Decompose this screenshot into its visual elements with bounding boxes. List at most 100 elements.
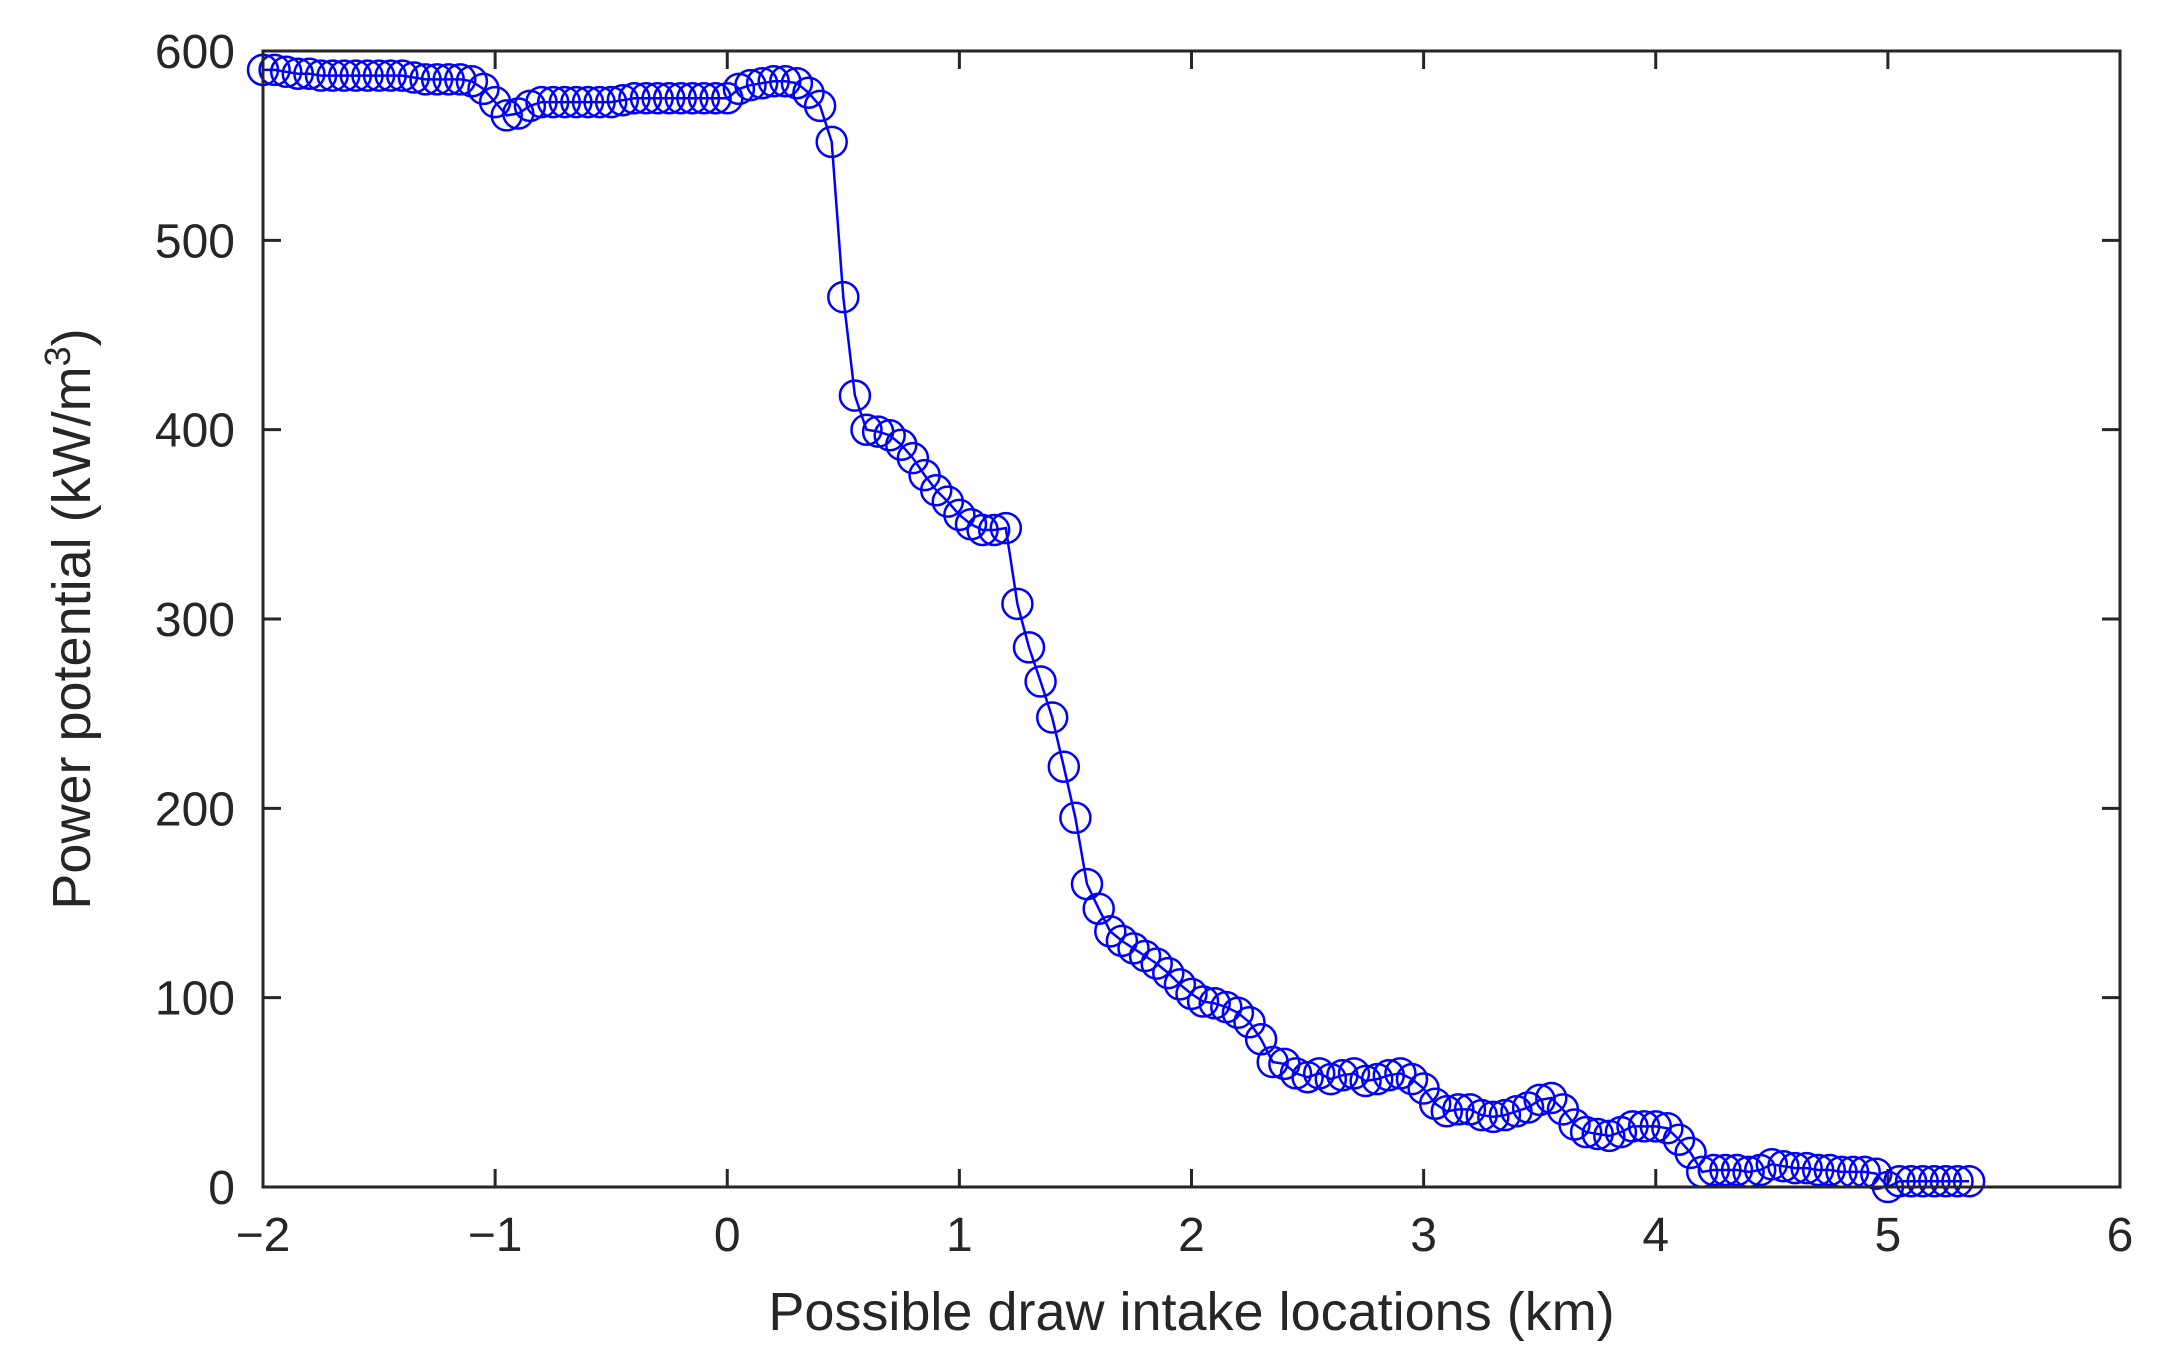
data-point xyxy=(409,63,442,96)
y-tick-label: 0 xyxy=(208,1162,235,1215)
data-point xyxy=(792,76,825,109)
data-point xyxy=(1651,1112,1684,1145)
data-point xyxy=(1709,1153,1742,1187)
data-point xyxy=(1152,956,1185,990)
data-point xyxy=(1941,1165,1974,1198)
data-point xyxy=(571,85,605,119)
data-point xyxy=(1627,1110,1661,1143)
data-point xyxy=(641,82,674,115)
data-point xyxy=(1477,1100,1510,1134)
data-point xyxy=(1372,1059,1406,1092)
data-point xyxy=(1465,1098,1498,1132)
data-point xyxy=(269,55,303,89)
data-point xyxy=(1128,939,1162,973)
data-point xyxy=(1569,1115,1603,1149)
data-point xyxy=(977,513,1011,547)
data-point xyxy=(293,57,326,90)
data-point xyxy=(943,498,976,532)
data-point xyxy=(374,59,407,92)
data-point xyxy=(455,65,489,98)
data-point xyxy=(1418,1087,1452,1120)
data-point xyxy=(304,59,338,92)
data-point xyxy=(1790,1151,1823,1185)
data-point xyxy=(687,82,721,115)
data-point xyxy=(1024,665,1057,698)
data-point xyxy=(548,85,582,119)
data-point xyxy=(386,59,419,92)
data-point xyxy=(339,59,373,92)
x-tick-label: −1 xyxy=(468,1209,523,1262)
data-point xyxy=(1186,985,1220,1018)
y-tick-label: 500 xyxy=(155,215,235,268)
data-point xyxy=(1535,1081,1568,1115)
data-point xyxy=(432,63,465,96)
x-tick-label: 2 xyxy=(1178,1209,1205,1262)
y-axis-title-superscript: 3 xyxy=(37,346,78,366)
data-point xyxy=(490,99,523,132)
data-point xyxy=(1906,1165,1939,1198)
data-point xyxy=(1395,1062,1429,1096)
data-point xyxy=(525,85,558,119)
data-point xyxy=(362,59,396,92)
data-point xyxy=(1001,587,1034,621)
data-point xyxy=(1720,1153,1754,1187)
data-point xyxy=(397,61,431,94)
data-point xyxy=(1175,977,1208,1011)
data-point xyxy=(1558,1108,1591,1141)
data-point xyxy=(1094,915,1127,948)
data-point xyxy=(1755,1148,1789,1181)
data-point xyxy=(1012,631,1046,664)
x-tick-label: 4 xyxy=(1642,1209,1669,1262)
plot-area xyxy=(263,51,2120,1187)
data-point xyxy=(896,441,930,475)
data-point xyxy=(467,72,500,106)
data-point xyxy=(327,59,361,92)
data-point xyxy=(885,428,918,462)
data-point xyxy=(803,89,837,123)
data-point xyxy=(1430,1095,1464,1128)
y-tick-label: 400 xyxy=(155,405,235,458)
data-point xyxy=(1047,750,1081,783)
data-point xyxy=(316,59,349,92)
x-tick-label: 6 xyxy=(2107,1209,2134,1262)
x-tick-label: 0 xyxy=(714,1209,741,1262)
data-point xyxy=(606,83,640,117)
data-point xyxy=(258,53,291,87)
series-line xyxy=(263,68,1970,1189)
data-point xyxy=(966,513,999,547)
data-point xyxy=(1616,1110,1649,1143)
data-point xyxy=(1697,1153,1731,1187)
data-point xyxy=(1233,1006,1266,1039)
data-point xyxy=(664,82,698,115)
data-point xyxy=(1883,1165,1916,1198)
data-point xyxy=(1801,1153,1835,1187)
y-axis-title-tail: ) xyxy=(42,328,102,346)
y-axis-title: Power potential (kW/m3) xyxy=(37,328,102,909)
data-point xyxy=(989,511,1023,545)
data-point xyxy=(351,59,384,92)
data-point xyxy=(919,474,953,507)
data-point xyxy=(815,125,848,159)
data-point xyxy=(1442,1093,1475,1126)
data-point xyxy=(583,85,616,119)
x-tick-label: 1 xyxy=(946,1209,973,1262)
data-point xyxy=(757,65,790,98)
data-point xyxy=(629,82,663,115)
data-point xyxy=(444,63,477,96)
data-point xyxy=(931,485,965,518)
data-point xyxy=(1326,1059,1359,1092)
data-point xyxy=(1059,801,1092,835)
data-point xyxy=(1662,1123,1696,1156)
y-tick-label: 100 xyxy=(155,973,235,1026)
data-point xyxy=(745,66,779,100)
data-point xyxy=(1860,1157,1893,1190)
data-series xyxy=(246,53,1986,1204)
x-tick-label: 3 xyxy=(1410,1209,1437,1262)
data-point xyxy=(699,82,732,115)
data-point xyxy=(1929,1165,1963,1198)
x-tick-label: 5 xyxy=(1875,1209,1902,1262)
data-point xyxy=(1674,1136,1707,1170)
x-tick-labels: −2 −1 0 1 2 3 4 5 6 xyxy=(236,1209,2134,1262)
y-axis-title-main: Power potential (kW/m xyxy=(42,366,102,909)
